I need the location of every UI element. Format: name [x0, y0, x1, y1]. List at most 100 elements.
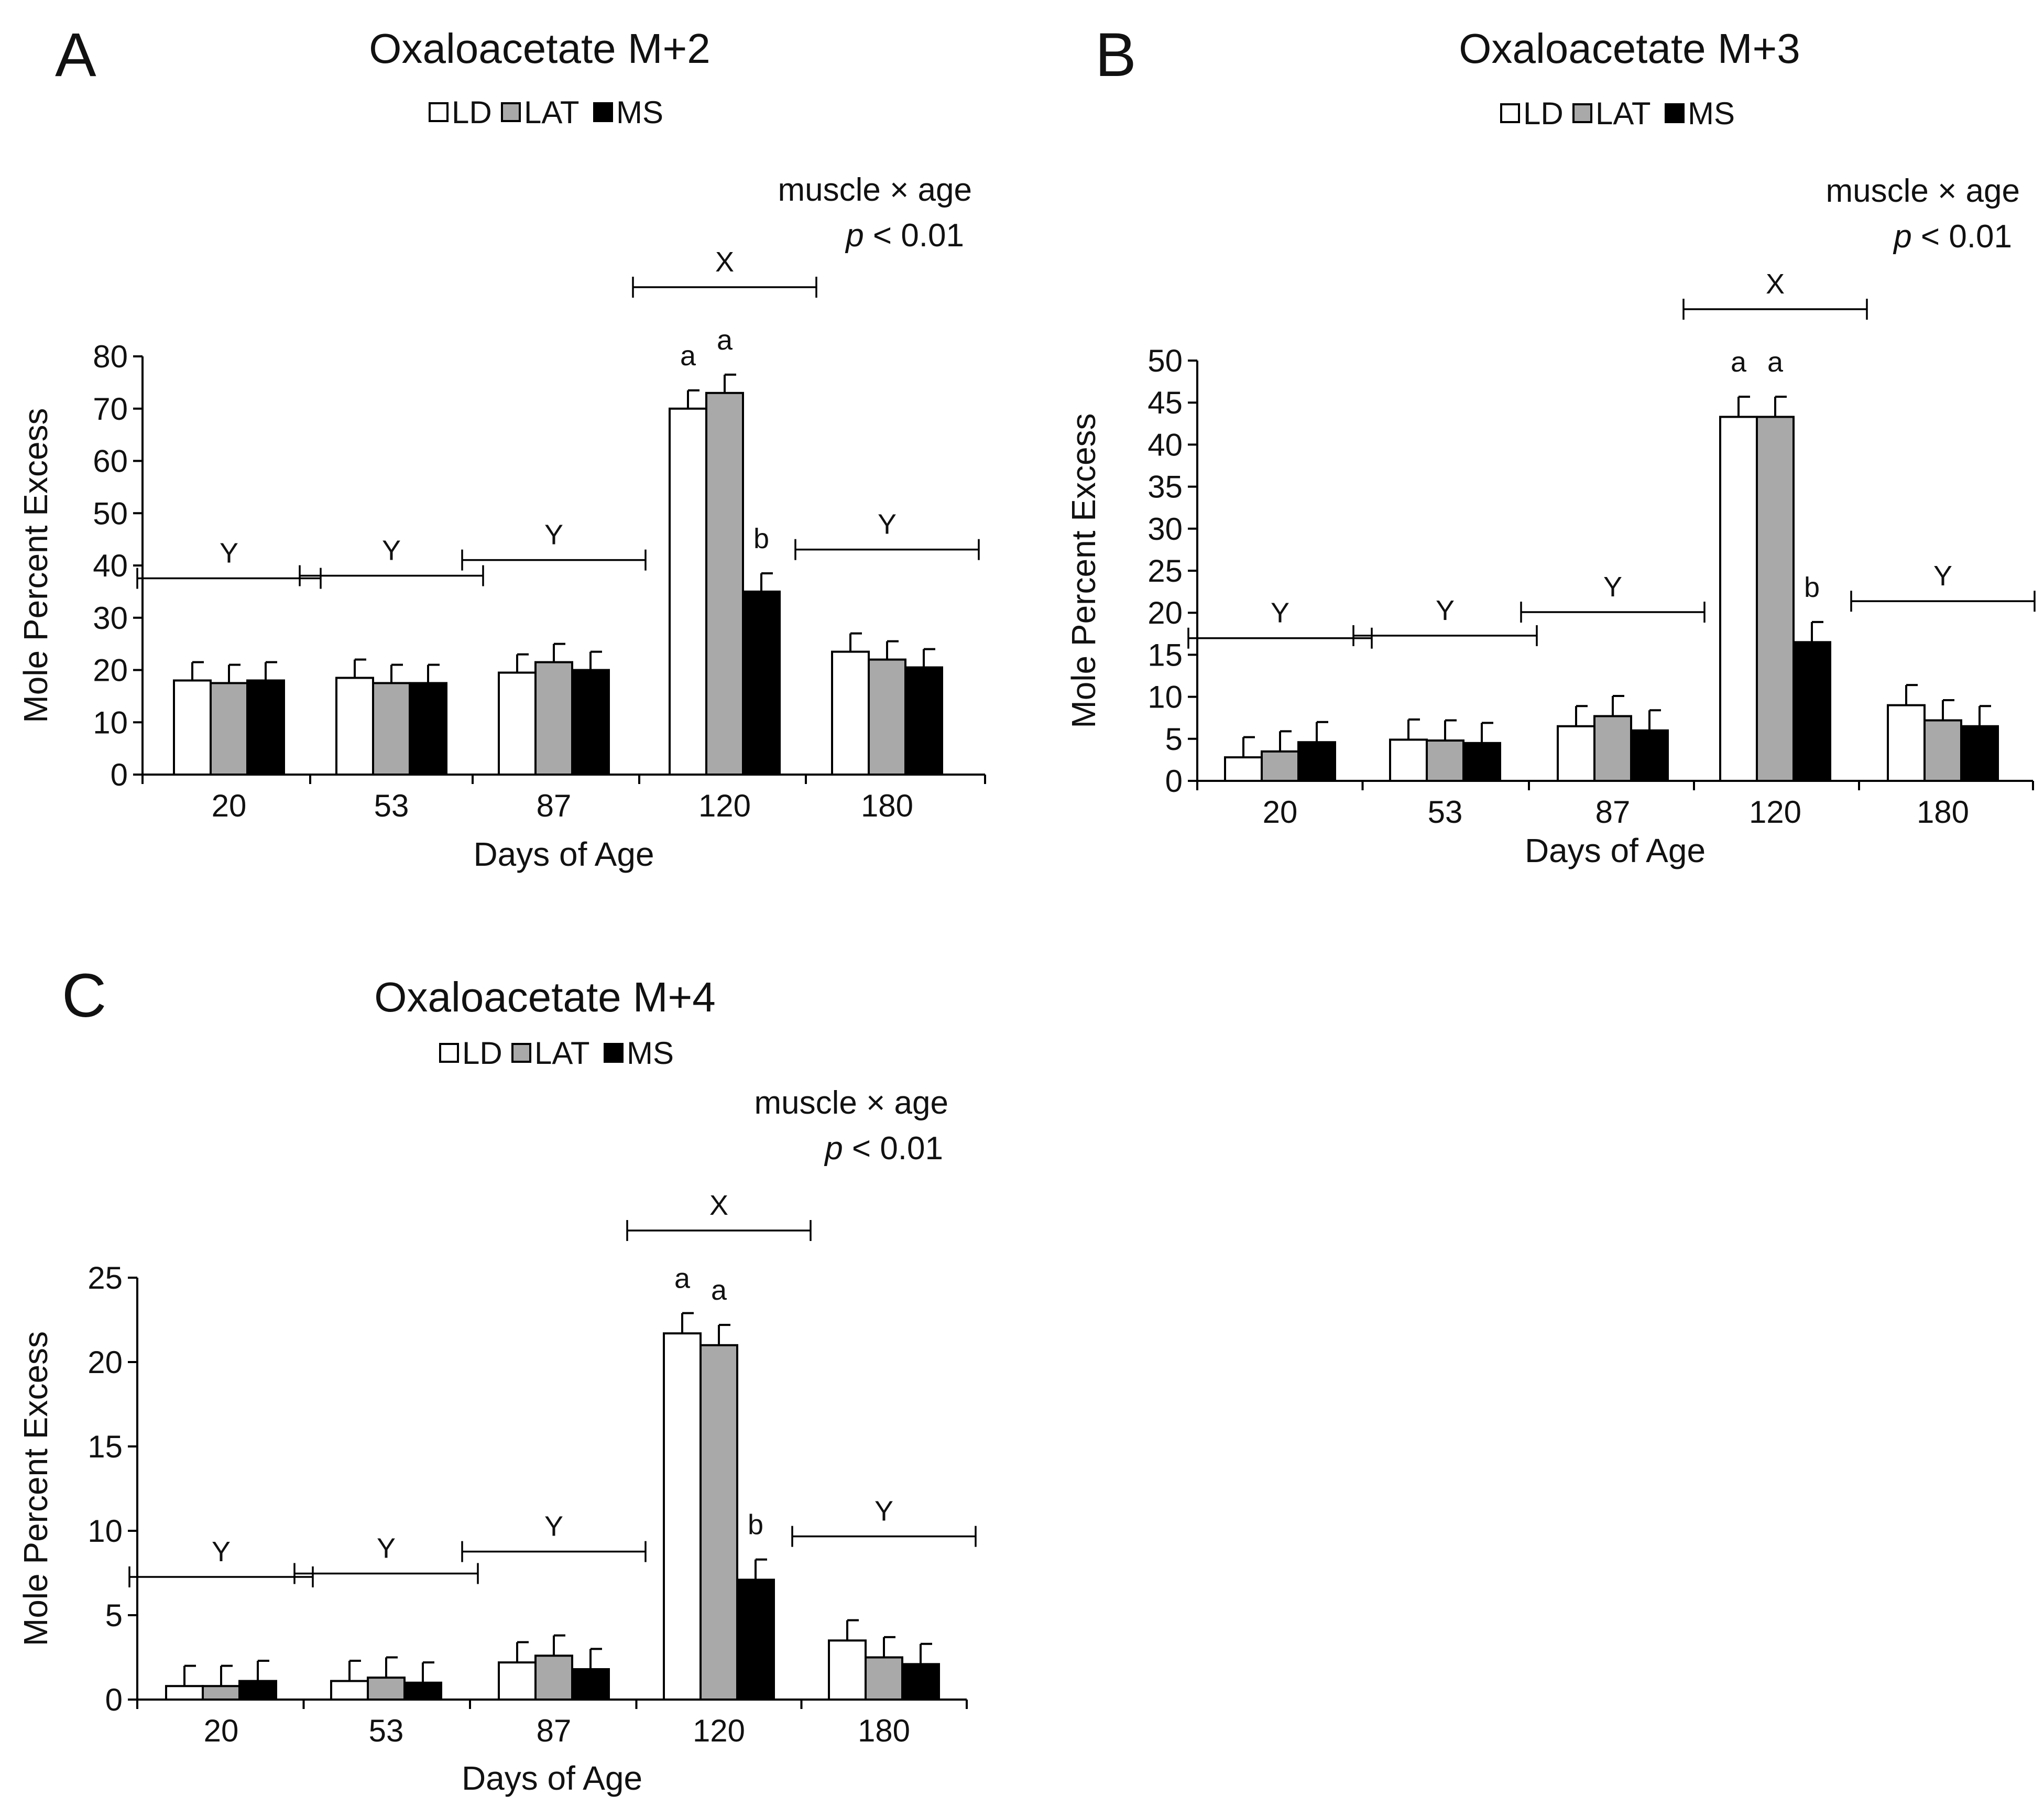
- group-letter: Y: [875, 1496, 893, 1527]
- legend-swatch-lat: [1572, 103, 1592, 123]
- bar-ms-20: [238, 1680, 277, 1701]
- stat-p-symbol: p: [824, 1130, 843, 1167]
- bar-lat-20: [1261, 750, 1299, 782]
- group-letter: Y: [1933, 560, 1952, 592]
- legend-label-ld: LD: [1523, 96, 1564, 131]
- significance-letter: a: [717, 324, 733, 356]
- group-bracket-20: Y: [128, 1536, 314, 1587]
- group-bracket-87: Y: [461, 519, 647, 571]
- legend-label-ms: MS: [627, 1036, 674, 1071]
- significance-letter: a: [1767, 346, 1784, 378]
- y-tick-label: 20: [93, 653, 128, 688]
- legend-label-lat: LAT: [1595, 96, 1651, 131]
- bar-ms-53: [403, 1681, 442, 1701]
- legend-swatch-lat: [511, 1043, 531, 1063]
- stat-p-value: < 0.01: [864, 217, 964, 254]
- bar-ld-20: [1224, 756, 1263, 782]
- significance-letter: a: [1731, 346, 1747, 378]
- bar-ld-180: [831, 650, 870, 776]
- y-tick-label: 0: [105, 1682, 123, 1717]
- y-tick-label: 35: [1147, 470, 1183, 505]
- bar-lat-87: [534, 1654, 573, 1701]
- legend-swatch-ld: [429, 102, 449, 122]
- group-bracket-53: Y: [1352, 595, 1538, 646]
- bar-group-87: 87 Y: [461, 1511, 647, 1748]
- group-bracket-20: Y: [1187, 597, 1373, 649]
- group-letter: Y: [377, 1533, 396, 1564]
- group-letter: X: [715, 246, 734, 278]
- bar-ms-87: [571, 669, 610, 776]
- bar-lat-120: [705, 391, 744, 776]
- group-bracket-180: Y: [1850, 560, 2036, 612]
- group-letter: Y: [1603, 571, 1622, 603]
- y-tick-label: 15: [88, 1429, 123, 1464]
- x-tick-label: 20: [212, 788, 247, 823]
- y-axis-title: Mole Percent Excess: [17, 1331, 54, 1646]
- bar-ms-20: [1297, 741, 1336, 782]
- group-letter: Y: [878, 509, 897, 540]
- bar-ld-87: [498, 671, 537, 776]
- bar-lat-87: [1593, 715, 1632, 782]
- y-tick-label: 10: [88, 1514, 123, 1549]
- y-tick-label: 45: [1147, 385, 1183, 420]
- group-letter: Y: [382, 535, 401, 567]
- bar-lat-53: [1426, 739, 1464, 782]
- stat-p-value: < 0.01: [843, 1130, 943, 1167]
- bar-ld-53: [1389, 738, 1428, 782]
- legend-swatch-ms: [1665, 103, 1685, 123]
- y-tick-label: 25: [1147, 553, 1183, 589]
- significance-letter: a: [680, 340, 696, 372]
- group-letter: Y: [220, 538, 238, 569]
- y-tick-label: 20: [1147, 595, 1183, 630]
- group-letter: Y: [212, 1536, 231, 1567]
- y-tick-label: 40: [1147, 427, 1183, 462]
- legend-swatch-ld: [439, 1043, 459, 1063]
- bar-ms-180: [901, 1663, 940, 1701]
- y-tick-label: 10: [93, 705, 128, 740]
- y-axis-title: Mole Percent Excess: [17, 408, 54, 723]
- y-tick-label: 70: [93, 391, 128, 427]
- group-letter: X: [1766, 268, 1785, 300]
- bar-ms-53: [409, 682, 447, 776]
- bar-ms-87: [1630, 729, 1669, 782]
- x-tick-label: 53: [374, 788, 409, 823]
- group-bracket-20: Y: [136, 538, 322, 589]
- bar-group-53: 53 Y: [299, 535, 484, 823]
- group-letter: Y: [544, 519, 563, 551]
- significance-letter: a: [674, 1263, 691, 1294]
- bar-lat-20: [210, 682, 248, 776]
- panel-letter: A: [55, 20, 96, 90]
- y-tick-label: 30: [1147, 511, 1183, 547]
- x-axis-title: Days of Age: [473, 835, 654, 873]
- bar-ld-87: [1557, 725, 1595, 782]
- bar-lat-180: [865, 1656, 903, 1701]
- bar-ld-53: [330, 1680, 369, 1701]
- bar-ms-53: [1462, 742, 1501, 782]
- bar-ld-180: [1887, 704, 1926, 782]
- y-tick-label: 50: [1147, 343, 1183, 378]
- y-tick-label: 40: [93, 548, 128, 583]
- bar-lat-53: [367, 1677, 406, 1701]
- significance-letter: b: [748, 1509, 763, 1541]
- bar-ld-120: [663, 1332, 702, 1701]
- legend: LD LAT MS: [429, 95, 663, 130]
- bar-group-20: 20 Y: [136, 538, 322, 823]
- bar-ld-20: [173, 679, 212, 776]
- bar-group-180: 180 Y: [794, 509, 980, 823]
- y-tick-label: 0: [111, 757, 128, 792]
- bar-ms-120: [742, 590, 781, 776]
- stat-p-symbol: p: [1893, 219, 1911, 255]
- bar-ld-120: [669, 407, 707, 776]
- x-axis-title: Days of Age: [462, 1759, 642, 1797]
- bar-ld-87: [498, 1661, 537, 1701]
- y-tick-label: 0: [1165, 764, 1183, 799]
- bar-lat-87: [534, 661, 573, 776]
- y-tick-label: 60: [93, 444, 128, 479]
- x-tick-label: 53: [369, 1713, 404, 1748]
- bar-group-20: 20 Y: [128, 1536, 314, 1748]
- x-tick-label: 120: [698, 788, 751, 823]
- bar-group-120: a a b 120 X: [626, 1190, 812, 1748]
- bar-group-87: 87 Y: [1520, 571, 1706, 830]
- y-tick-label: 20: [88, 1345, 123, 1380]
- legend-swatch-ms: [604, 1043, 624, 1063]
